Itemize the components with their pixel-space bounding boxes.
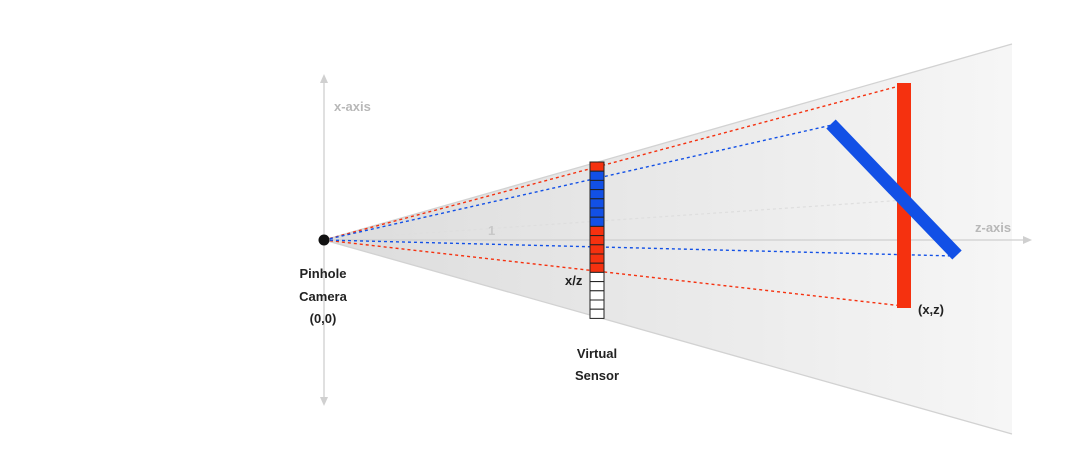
sensor-cell-red — [589, 235, 605, 246]
red-ray-bottom — [323, 239, 904, 307]
sensor-cell-blue — [589, 170, 605, 181]
sensor-cell-red — [589, 253, 605, 264]
sensor-cell-blue — [589, 207, 605, 218]
object-coord-label: (x,z) — [918, 302, 944, 317]
center-ray — [323, 199, 906, 241]
blue-object-bar — [826, 119, 962, 260]
unit-distance-label: 1 — [488, 223, 495, 238]
sensor-cell-white — [589, 308, 605, 319]
sensor-cell-blue — [589, 198, 605, 209]
sensor-cell-red — [589, 161, 605, 172]
camera-label-line2: Camera — [299, 289, 347, 304]
sensor-cell-white — [589, 281, 605, 292]
sensor-label-line2: Sensor — [575, 368, 619, 383]
sensor-cell-red — [589, 262, 605, 273]
sensor-label-line1: Virtual — [577, 346, 617, 361]
x-axis-arrow-bottom — [320, 397, 328, 406]
virtual-sensor — [589, 161, 605, 319]
camera-label-line1: Pinhole — [300, 266, 347, 281]
camera-label-line3: (0,0) — [310, 311, 337, 326]
frustum-bottom-edge — [323, 239, 1013, 435]
z-axis-arrow — [1023, 236, 1032, 244]
sensor-cell-blue — [589, 216, 605, 227]
sensor-cell-white — [589, 299, 605, 310]
sensor-cell-red — [589, 225, 605, 237]
sensor-cell-blue — [589, 189, 605, 200]
sensor-coord-label: x/z — [565, 273, 583, 288]
sensor-cell-white — [589, 271, 605, 283]
x-axis-label: x-axis — [334, 99, 371, 114]
sensor-cell-red — [589, 244, 605, 255]
red-ray-top — [323, 84, 904, 241]
sensor-cell-white — [589, 290, 605, 301]
blue-ray-top — [323, 124, 833, 241]
sensor-cell-blue — [589, 179, 605, 191]
x-axis-arrow-top — [320, 74, 328, 83]
z-axis-label: z-axis — [975, 220, 1011, 235]
pinhole-point — [318, 234, 330, 246]
frustum-top-edge — [323, 43, 1013, 241]
